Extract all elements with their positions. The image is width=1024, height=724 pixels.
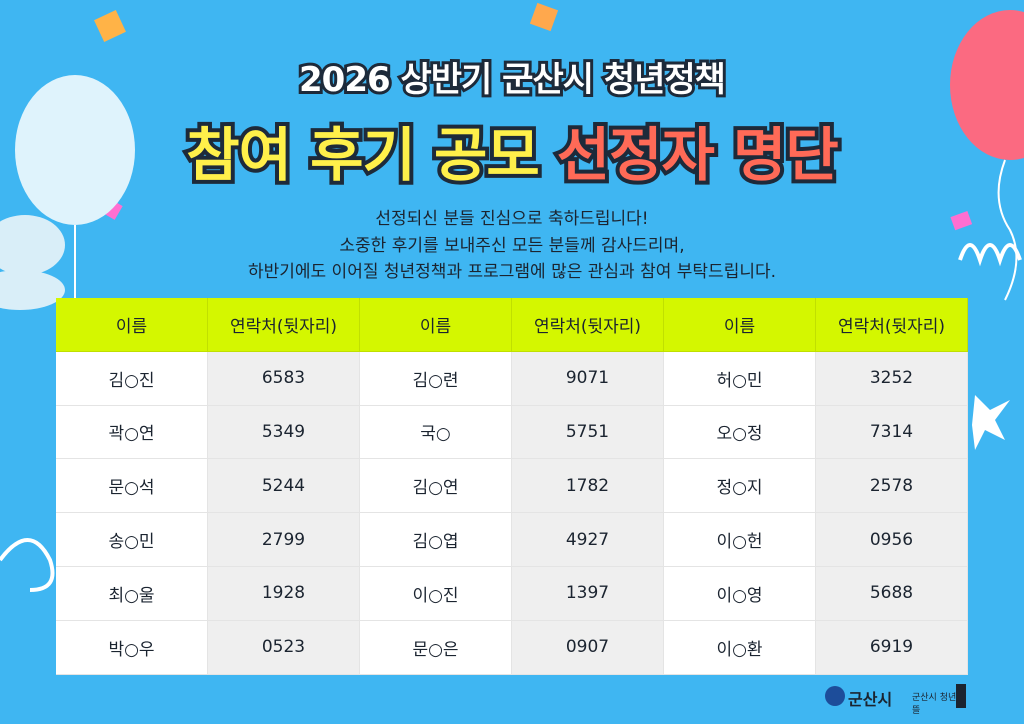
header-cell: 연락처(뒷자리) <box>816 298 968 352</box>
name-cell: 이○환 <box>664 620 816 675</box>
phone-cell: 1397 <box>512 566 664 621</box>
name-cell: 최○울 <box>56 566 208 621</box>
title-main: 참여 후기 공모 <box>182 117 544 193</box>
message-line: 소중한 후기를 보내주신 모든 분들께 감사드리며, <box>339 236 685 256</box>
name-cell: 문○은 <box>360 620 512 675</box>
name-cell: 송○민 <box>56 513 208 567</box>
youth-logo-mark <box>956 684 966 708</box>
phone-cell: 0523 <box>208 620 360 675</box>
name-cell: 김○엽 <box>360 513 512 567</box>
phone-cell: 1928 <box>208 566 360 621</box>
message-line: 하반기에도 이어질 청년정책과 프로그램에 많은 관심과 참여 부탁드립니다. <box>247 262 777 282</box>
name-cell: 곽○연 <box>56 405 208 460</box>
phone-cell: 9071 <box>512 351 664 406</box>
name-cell: 이○헌 <box>664 513 816 567</box>
phone-cell: 0956 <box>816 513 968 567</box>
phone-cell: 5751 <box>512 405 664 460</box>
subtitle: 2026 상반기 군산시 청년정책 <box>296 57 729 103</box>
phone-cell: 2578 <box>816 459 968 514</box>
squiggle <box>0 538 55 592</box>
name-cell: 문○석 <box>56 459 208 514</box>
balloon <box>950 10 1024 160</box>
confetti <box>94 10 126 42</box>
phone-cell: 3252 <box>816 351 968 406</box>
cloud <box>0 270 65 310</box>
star <box>972 395 1010 450</box>
city-logo-mark <box>825 686 845 706</box>
title: 참여 후기 공모 선정자 명단 <box>0 108 1024 193</box>
phone-cell: 6919 <box>816 620 968 675</box>
name-cell: 김○연 <box>360 459 512 514</box>
name-cell: 김○련 <box>360 351 512 406</box>
cloud <box>0 215 65 275</box>
phone-cell: 5349 <box>208 405 360 460</box>
header-cell: 연락처(뒷자리) <box>512 298 664 352</box>
squiggle <box>958 243 1022 267</box>
name-cell: 이○영 <box>664 566 816 621</box>
winners-table: 이름 연락처(뒷자리) 이름 연락처(뒷자리) 이름 연락처(뒷자리) 김○진 6583 김○련… <box>56 298 968 675</box>
phone-cell: 0907 <box>512 620 664 675</box>
phone-cell: 7314 <box>816 405 968 460</box>
header-cell: 이름 <box>56 298 208 352</box>
name-cell: 이○진 <box>360 566 512 621</box>
title-accent: 선정자 명단 <box>553 117 843 193</box>
city-logo: 군산시 <box>848 690 893 709</box>
name-cell: 오○정 <box>664 405 816 460</box>
header-cell: 이름 <box>664 298 816 352</box>
phone-cell: 5244 <box>208 459 360 514</box>
name-cell: 김○진 <box>56 351 208 406</box>
header-cell: 이름 <box>360 298 512 352</box>
phone-cell: 4927 <box>512 513 664 567</box>
name-cell: 국○ <box>360 405 512 460</box>
balloon <box>15 75 135 225</box>
balloon-string <box>997 159 1018 301</box>
phone-cell: 1782 <box>512 459 664 514</box>
message-line: 선정되신 분들 진심으로 축하드립니다! <box>375 209 649 229</box>
name-cell: 정○지 <box>664 459 816 514</box>
header-cell: 연락처(뒷자리) <box>208 298 360 352</box>
name-cell: 허○민 <box>664 351 816 406</box>
phone-cell: 2799 <box>208 513 360 567</box>
phone-cell: 5688 <box>816 566 968 621</box>
phone-cell: 6583 <box>208 351 360 406</box>
name-cell: 박○우 <box>56 620 208 675</box>
youth-logo: 군산시 청년뜰 <box>912 693 957 716</box>
confetti <box>529 2 559 32</box>
confetti <box>950 210 973 231</box>
